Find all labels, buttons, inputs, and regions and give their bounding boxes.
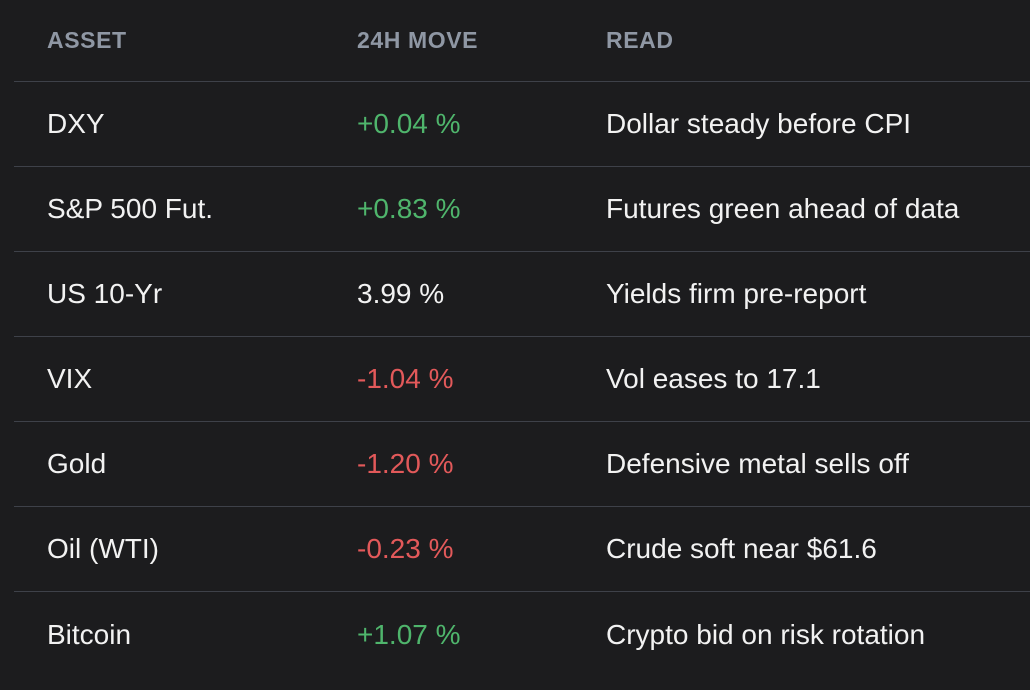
move-value: +1.07 % — [357, 618, 461, 650]
move-value: -0.23 % — [357, 533, 454, 564]
asset-name: DXY — [47, 108, 105, 139]
read-note: Crude soft near $61.6 — [606, 533, 877, 564]
asset-name: Gold — [47, 448, 107, 479]
read-note: Futures green ahead of data — [606, 193, 960, 224]
table-row[interactable]: US 10-Yr 3.99 % Yields firm pre-report — [14, 252, 1030, 337]
read-note: Crypto bid on risk rotation — [606, 618, 926, 650]
table-row[interactable]: Bitcoin +1.07 % Crypto bid on risk rotat… — [14, 592, 1030, 677]
read-note: Dollar steady before CPI — [606, 108, 912, 139]
read-note: Vol eases to 17.1 — [606, 363, 821, 394]
asset-name: VIX — [47, 363, 93, 394]
read-note: Yields firm pre-report — [606, 278, 867, 309]
table-row[interactable]: DXY +0.04 % Dollar steady before CPI — [14, 82, 1030, 167]
table-row[interactable]: Gold -1.20 % Defensive metal sells off — [14, 422, 1030, 507]
column-header-asset[interactable]: ASSET — [47, 27, 127, 53]
asset-name: S&P 500 Fut. — [47, 193, 214, 224]
asset-name: Bitcoin — [47, 618, 132, 650]
move-value: +0.04 % — [357, 108, 461, 139]
table-row[interactable]: VIX -1.04 % Vol eases to 17.1 — [14, 337, 1030, 422]
table-row[interactable]: Oil (WTI) -0.23 % Crude soft near $61.6 — [14, 507, 1030, 592]
move-value: +0.83 % — [357, 193, 461, 224]
move-value: -1.20 % — [357, 448, 454, 479]
read-note: Defensive metal sells off — [606, 448, 909, 479]
table-row[interactable]: S&P 500 Fut. +0.83 % Futures green ahead… — [14, 167, 1030, 252]
asset-name: Oil (WTI) — [47, 533, 159, 564]
move-value: 3.99 % — [357, 278, 445, 309]
column-header-24h-move[interactable]: 24H MOVE — [357, 27, 479, 53]
table-header: ASSET 24H MOVE READ — [14, 0, 1030, 82]
move-value: -1.04 % — [357, 363, 454, 394]
column-header-read[interactable]: READ — [606, 27, 674, 53]
asset-name: US 10-Yr — [47, 278, 163, 309]
